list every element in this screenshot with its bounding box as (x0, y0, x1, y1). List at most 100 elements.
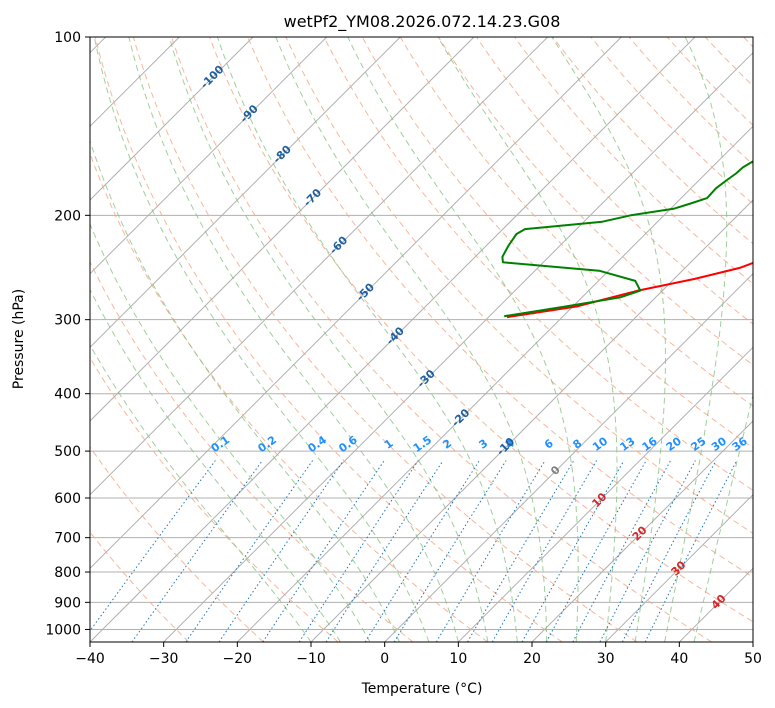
mixing-ratio-line (185, 460, 314, 642)
isotherm-label: -60 (327, 233, 350, 256)
moist-adiabat (693, 392, 753, 642)
moist-adiabat (664, 37, 728, 642)
mixing-ratio-line (545, 460, 647, 642)
mixing-ratio-line (90, 460, 216, 632)
dry-adiabat (209, 37, 753, 623)
dry-adiabat (590, 37, 753, 205)
isotherm-line (90, 37, 622, 570)
y-tick-label: 400 (54, 387, 81, 403)
isotherm-line (90, 37, 328, 275)
dry-adiabat (247, 37, 753, 578)
y-tick-label: 900 (54, 595, 81, 611)
y-tick-label: 600 (54, 491, 81, 507)
mixing-ratio-label: 0.4 (306, 433, 330, 455)
mixing-ratio-line (262, 460, 385, 642)
y-axis-label: Pressure (hPa) (11, 289, 27, 389)
mixing-ratio-line (393, 460, 507, 642)
x-tick-label: −20 (223, 651, 253, 667)
moist-adiabat (90, 288, 341, 642)
dry-adiabat (90, 531, 190, 642)
dry-adiabat (476, 37, 753, 325)
y-tick-label: 100 (54, 30, 81, 46)
dry-adiabat (552, 37, 753, 245)
y-tick-label: 1000 (45, 622, 81, 638)
moist-adiabat (551, 37, 666, 642)
dry-adiabat (514, 37, 753, 285)
moist-adiabat (93, 37, 430, 642)
mixing-ratio-line (131, 460, 263, 642)
isotherm-line (90, 37, 549, 496)
mixing-ratio-label: 1.5 (411, 433, 434, 455)
isotherm-line (236, 125, 753, 642)
x-tick-label: −10 (296, 651, 326, 667)
mixing-ratio-label: 6 (542, 437, 556, 452)
mixing-ratio-line (491, 460, 598, 642)
dry-adiabat (323, 37, 753, 491)
dry-adiabat (666, 37, 753, 126)
mixing-ratio-label: 2 (440, 437, 454, 452)
isotherm-line (90, 37, 254, 201)
x-tick-label: 40 (670, 651, 688, 667)
dry-adiabat (90, 356, 339, 642)
dewpoint-trace (501, 160, 753, 318)
dry-adiabat (437, 37, 753, 366)
x-tick-label: 20 (523, 651, 541, 667)
dry-adiabat (628, 37, 753, 166)
isotherm-line (678, 567, 753, 642)
moist-adiabat (437, 37, 618, 642)
mixing-ratio-line (644, 460, 738, 642)
moist-adiabat (347, 37, 579, 642)
mixing-ratio-label: 0.1 (209, 433, 232, 455)
isotherm-label: 40 (709, 592, 729, 612)
mixing-ratio-line (435, 460, 546, 642)
dry-adiabat (90, 446, 264, 642)
moist-adiabat (128, 37, 459, 642)
dry-adiabat (90, 260, 414, 642)
moist-adiabat (90, 343, 312, 642)
chart-title: wetPf2_YM08.2026.072.14.23.G08 (284, 12, 561, 32)
mixing-ratio-line (467, 460, 575, 642)
moist-adiabat (168, 37, 489, 642)
dry-adiabat (94, 37, 563, 642)
mixing-ratio-line (218, 460, 344, 642)
mixing-ratio-label: 3 (477, 437, 491, 452)
dry-adiabat (171, 37, 712, 642)
mixing-ratio-label: 0.6 (336, 433, 360, 455)
plot-frame (89, 36, 754, 643)
mixing-ratio-line (521, 460, 625, 642)
dry-adiabat (132, 37, 638, 642)
x-tick-label: −30 (149, 651, 179, 667)
isotherm-line (605, 493, 753, 642)
mixing-ratio-line (325, 460, 444, 642)
dry-adiabat (90, 152, 488, 642)
isotherm-line (457, 346, 753, 642)
mixing-ratio-line (364, 460, 480, 642)
dry-adiabat (399, 37, 753, 407)
isotherm-label: -80 (271, 142, 294, 165)
isotherm-line (384, 272, 753, 642)
x-tick-label: 30 (597, 651, 615, 667)
isotherm-line (163, 51, 753, 642)
moist-adiabat (90, 222, 371, 642)
isotherm-line (310, 199, 753, 642)
dry-adiabat (743, 37, 753, 48)
isotherm-line (90, 37, 475, 422)
x-tick-label: 0 (380, 651, 389, 667)
dry-adiabat (361, 37, 753, 449)
x-tick-label: 10 (449, 651, 467, 667)
moist-adiabat (216, 37, 518, 642)
isotherm-line (752, 641, 753, 642)
mixing-ratio-line (572, 460, 672, 642)
x-tick-label: −40 (75, 651, 105, 667)
mixing-ratio-line (298, 460, 419, 642)
temperature-trace (506, 261, 753, 319)
x-tick-label: 50 (744, 651, 762, 667)
y-tick-label: 200 (54, 208, 81, 224)
y-tick-label: 300 (54, 313, 81, 329)
x-axis-label: Temperature (°C) (361, 681, 483, 697)
moist-adiabat (90, 139, 400, 642)
y-tick-label: 800 (54, 565, 81, 581)
plot-area (90, 37, 753, 642)
